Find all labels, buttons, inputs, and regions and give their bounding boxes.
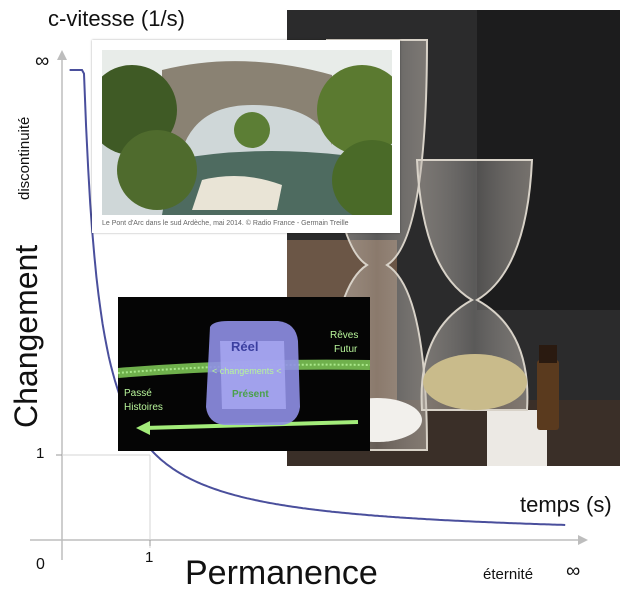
passe-label: Passé: [124, 388, 152, 399]
time-diagram-shapes: [118, 321, 370, 435]
bridge-photo-card: Le Pont d'Arc dans le sud Ardèche, mai 2…: [92, 40, 400, 233]
y-axis-title: c-vitesse (1/s): [48, 6, 185, 31]
y-axis-arrow: [57, 50, 67, 60]
bridge-illustration: [102, 50, 392, 215]
changements-label: < changements <: [212, 366, 282, 376]
y-tick-label: 1: [36, 445, 45, 462]
y-side-label: Changement: [8, 244, 44, 428]
x-tick-label: 1: [145, 549, 154, 566]
histoires-label: Histoires: [124, 402, 163, 413]
bridge-photo: [102, 50, 392, 215]
reel-cube-face: [220, 341, 286, 409]
photo-caption: Le Pont d'Arc dans le sud Ardèche, mai 2…: [102, 220, 349, 227]
reves-label: Rêves: [330, 330, 359, 341]
past-arrow-head: [136, 421, 150, 435]
y-infinity-symbol: ∞: [35, 50, 50, 72]
reel-label: Réel: [231, 339, 259, 354]
x-side-label: Permanence: [185, 554, 378, 592]
x-axis-arrow: [578, 535, 588, 545]
x-infinity-symbol: ∞: [566, 560, 581, 582]
reciprocal-curve: [69, 69, 566, 526]
present-label: Présent: [232, 389, 269, 400]
futur-label: Futur: [334, 344, 358, 355]
origin-label: 0: [36, 556, 45, 573]
x-axis-title: temps (s): [520, 492, 612, 517]
x-infinity-label: éternité: [483, 566, 534, 583]
time-diagram-card: Réel < changements < Présent Rêves Futur…: [118, 297, 370, 451]
y-infinity-label: discontinuité: [16, 116, 33, 200]
